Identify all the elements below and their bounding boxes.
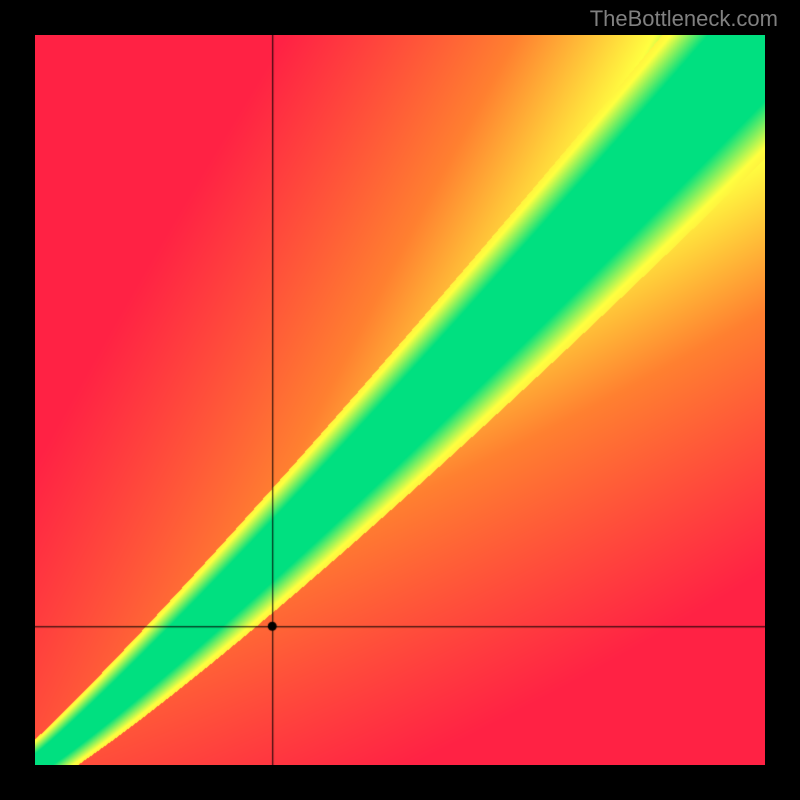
- heatmap-plot: [35, 35, 765, 765]
- watermark-text: TheBottleneck.com: [590, 6, 778, 32]
- heatmap-canvas: [35, 35, 765, 765]
- chart-container: TheBottleneck.com: [0, 0, 800, 800]
